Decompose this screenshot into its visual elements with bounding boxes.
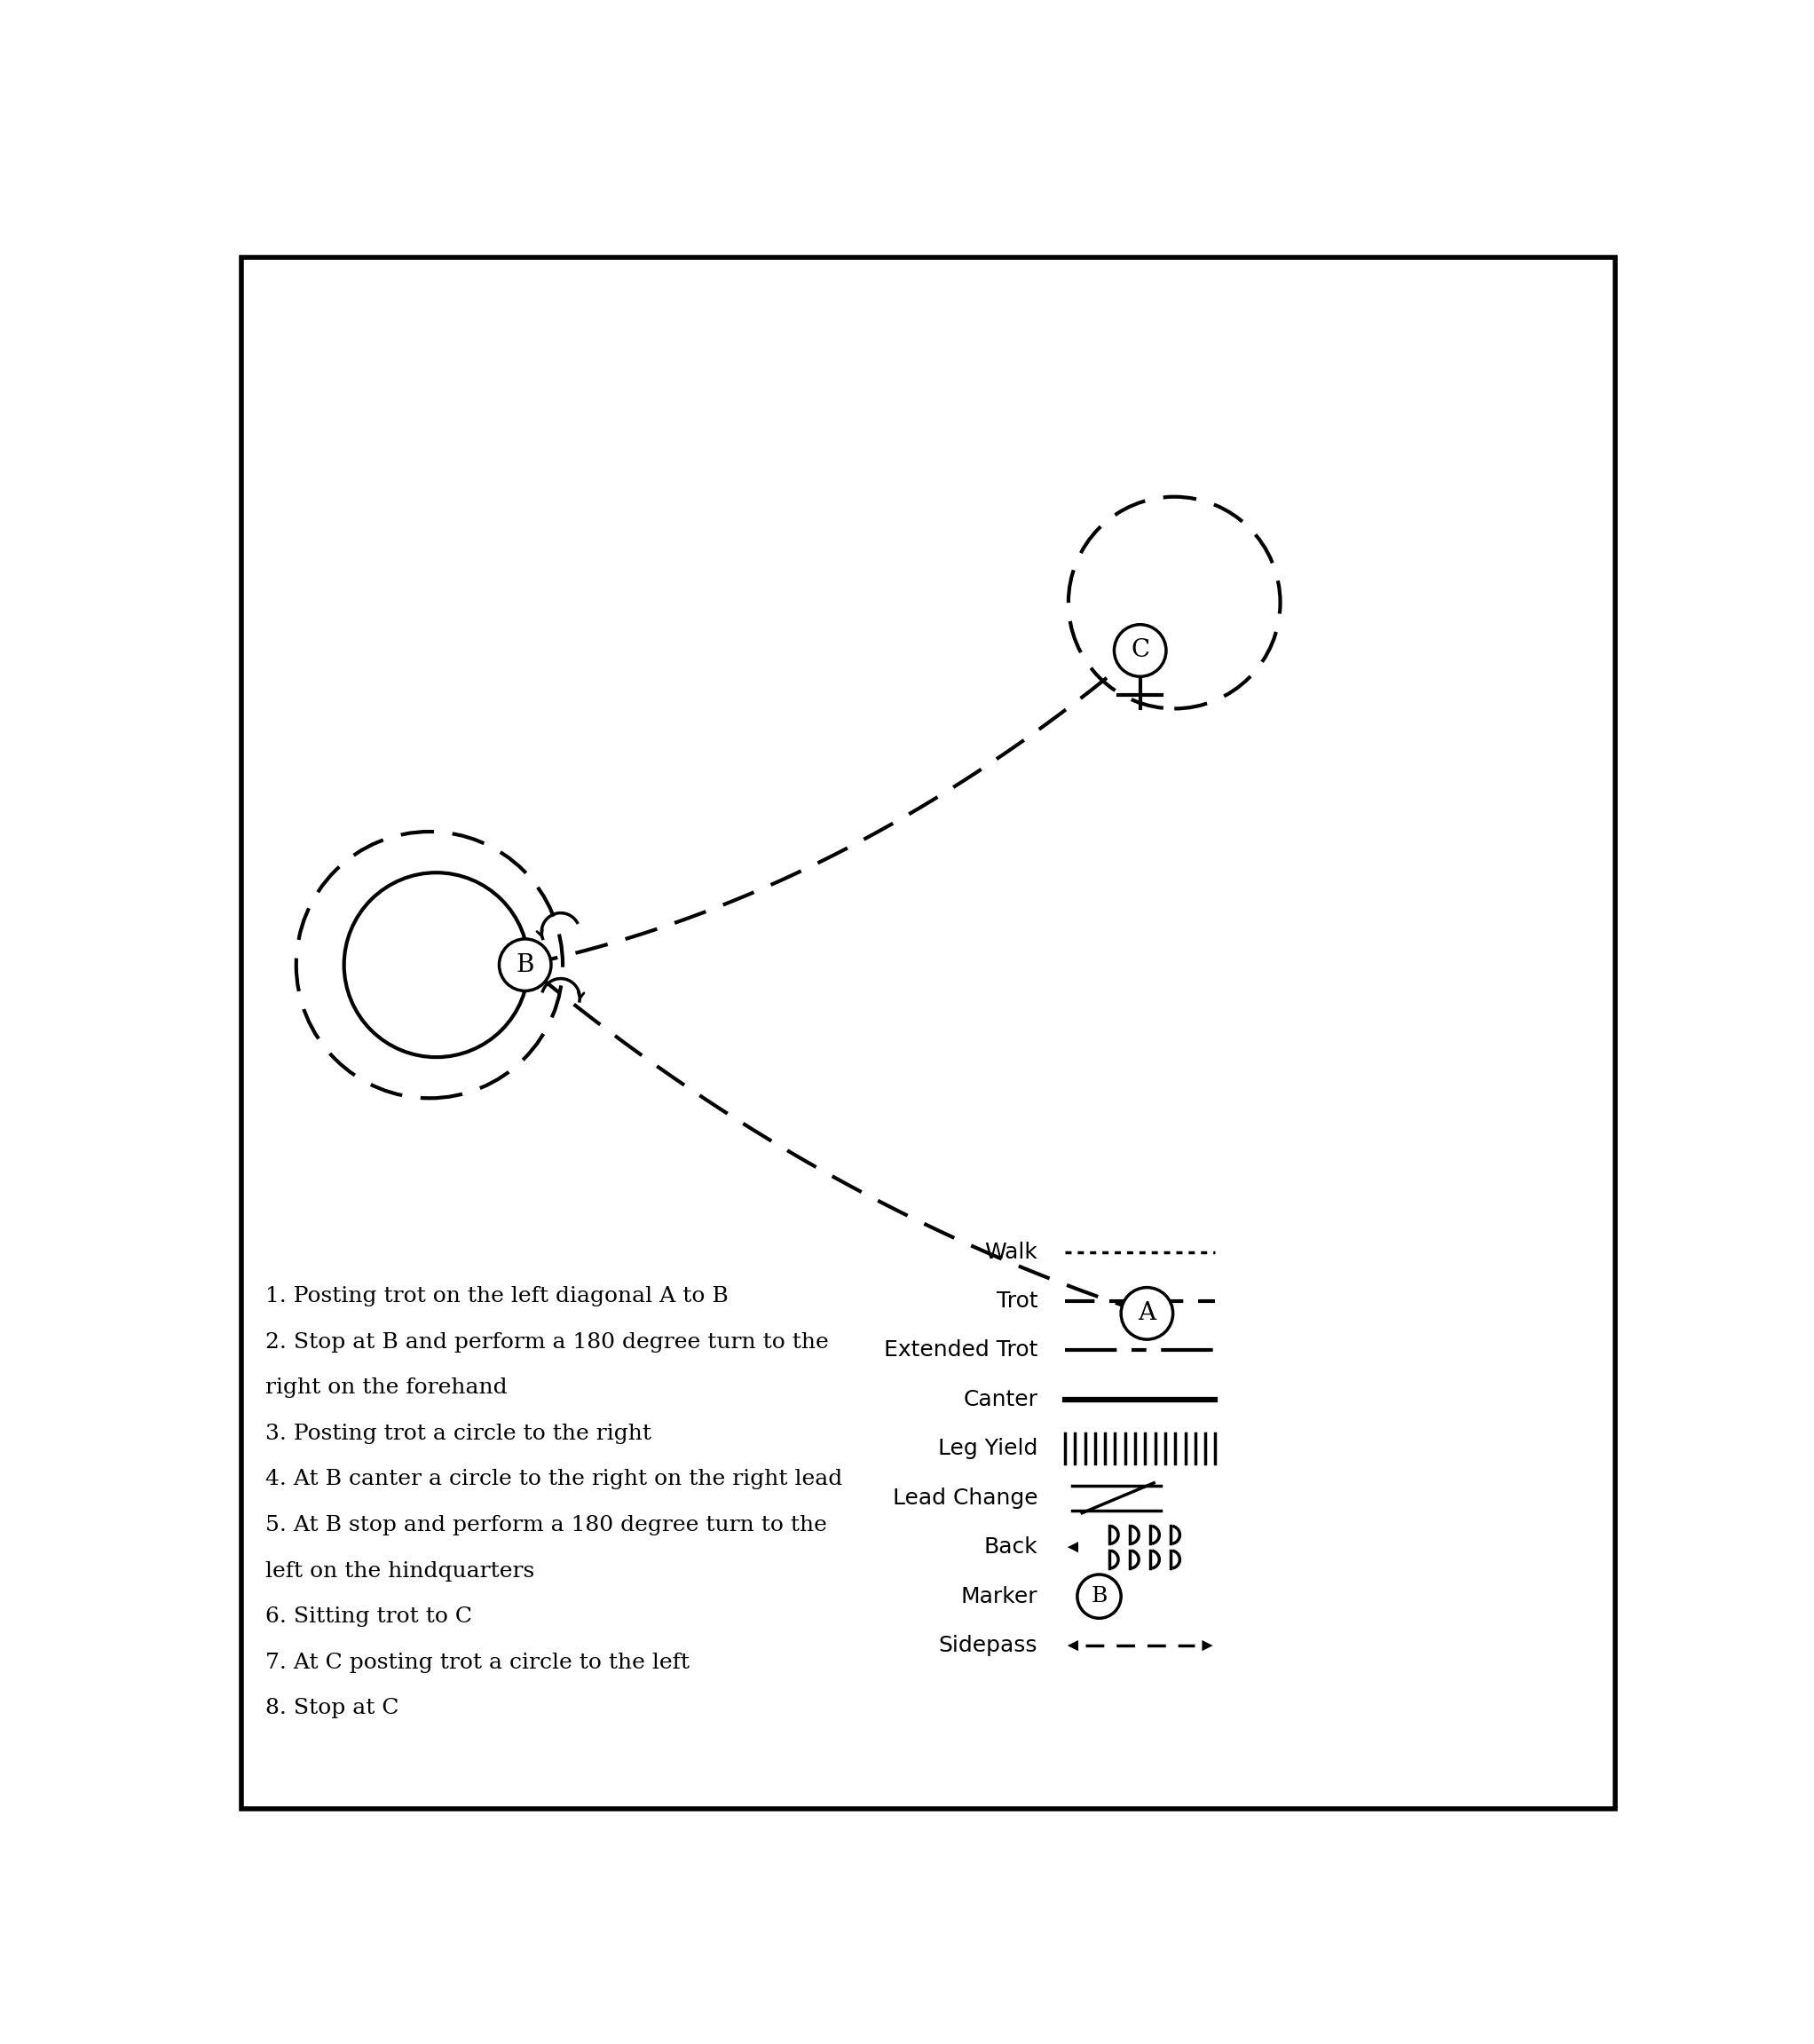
Text: 4. At B canter a circle to the right on the right lead: 4. At B canter a circle to the right on …	[265, 1470, 842, 1490]
Text: 7. At C posting trot a circle to the left: 7. At C posting trot a circle to the lef…	[265, 1652, 689, 1672]
Text: right on the forehand: right on the forehand	[265, 1378, 508, 1398]
Text: Marker: Marker	[961, 1586, 1038, 1607]
Text: 6. Sitting trot to C: 6. Sitting trot to C	[265, 1607, 472, 1627]
Text: 5. At B stop and perform a 180 degree turn to the: 5. At B stop and perform a 180 degree tu…	[265, 1515, 827, 1535]
Text: 8. Stop at C: 8. Stop at C	[265, 1699, 399, 1719]
Text: Walk: Walk	[985, 1241, 1038, 1263]
Text: C: C	[1130, 638, 1150, 662]
Circle shape	[1121, 1288, 1174, 1339]
Text: B: B	[1090, 1586, 1107, 1607]
Circle shape	[1078, 1574, 1121, 1619]
Text: Sidepass: Sidepass	[938, 1635, 1038, 1656]
Text: Trot: Trot	[996, 1290, 1038, 1312]
Text: 2. Stop at B and perform a 180 degree turn to the: 2. Stop at B and perform a 180 degree tu…	[265, 1333, 829, 1353]
Circle shape	[1114, 625, 1166, 677]
Text: Back: Back	[983, 1537, 1038, 1558]
Text: Lead Change: Lead Change	[892, 1488, 1038, 1508]
Text: Canter: Canter	[963, 1390, 1038, 1410]
Text: 3. Posting trot a circle to the right: 3. Posting trot a circle to the right	[265, 1423, 651, 1443]
Circle shape	[499, 938, 551, 991]
Text: 1. Posting trot on the left diagonal A to B: 1. Posting trot on the left diagonal A t…	[265, 1286, 729, 1306]
Text: A: A	[1137, 1302, 1156, 1325]
Text: Extended Trot: Extended Trot	[883, 1339, 1038, 1361]
Text: Leg Yield: Leg Yield	[938, 1439, 1038, 1459]
Text: B: B	[515, 953, 535, 977]
Text: left on the hindquarters: left on the hindquarters	[265, 1562, 535, 1582]
